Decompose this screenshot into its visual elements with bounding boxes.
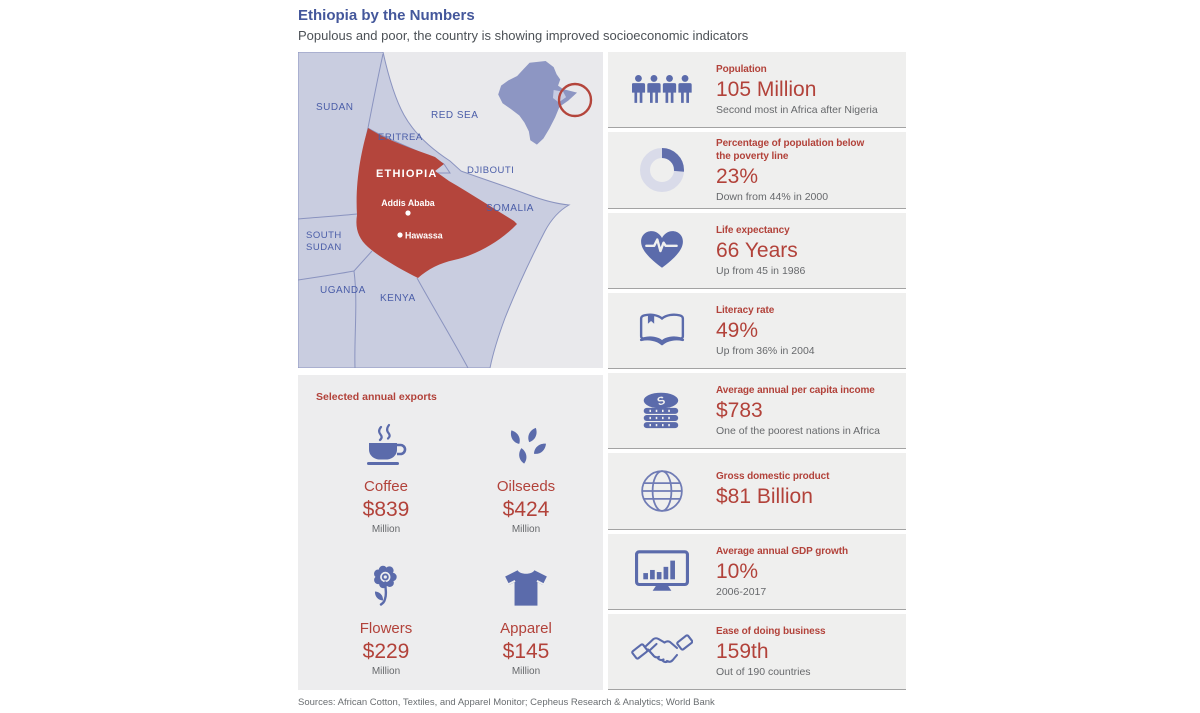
indicator-label: Ease of doing business xyxy=(716,625,826,637)
indicator-card-literacy: Literacy rate 49% Up from 36% in 2004 xyxy=(608,292,906,369)
export-unit: Million xyxy=(511,666,541,677)
label-south-sudan-line1: SOUTH xyxy=(306,230,342,241)
indicator-label: Percentage of population below the pover… xyxy=(716,137,865,162)
svg-text:S: S xyxy=(656,394,667,408)
indicator-note: Up from 36% in 2004 xyxy=(716,344,815,357)
label-ethiopia: ETHIOPIA xyxy=(376,168,438,180)
indicator-label: Life expectancy xyxy=(716,224,790,236)
label-eritrea: ERITREA xyxy=(378,132,423,143)
sources-note: Sources: African Cotton, Textiles, and A… xyxy=(298,697,715,708)
indicator-note: 2006-2017 xyxy=(716,585,767,598)
map-svg: SUDAN RED SEA ERITREA DJIBOUTI SOMALIA S… xyxy=(298,52,593,368)
indicator-card-poverty: Percentage of population below the pover… xyxy=(608,132,906,209)
export-unit: Million xyxy=(511,524,541,535)
exports-panel: Selected annual exports xyxy=(298,375,603,690)
coffee-cup-icon xyxy=(367,423,407,465)
indicator-label: Literacy rate xyxy=(716,304,775,316)
indicator-value: 23% xyxy=(716,164,759,188)
coin-stack-icon: S xyxy=(643,392,679,428)
label-kenya: KENYA xyxy=(380,293,416,304)
indicator-label: Average annual per capita income xyxy=(716,385,875,397)
donut-chart-icon xyxy=(640,147,684,192)
page-title: Ethiopia by the Numbers xyxy=(298,7,475,24)
indicator-note: Up from 45 in 1986 xyxy=(716,264,806,277)
tshirt-icon xyxy=(505,570,547,606)
hawassa-dot xyxy=(397,232,403,238)
africa-inset xyxy=(498,61,593,145)
label-hawassa: Hawassa xyxy=(405,231,443,241)
page-subtitle: Populous and poor, the country is showin… xyxy=(298,28,749,43)
indicator-label: Population xyxy=(716,64,767,76)
export-item-flowers: Flowers $229 Million xyxy=(316,559,456,677)
addis-ababa-dot xyxy=(405,210,411,216)
indicator-value: $783 xyxy=(716,399,763,423)
label-uganda: UGANDA xyxy=(320,285,366,296)
label-addis-ababa: Addis Ababa xyxy=(381,198,435,208)
chart-monitor-icon xyxy=(635,550,689,591)
exports-grid: Coffee $839 Million xyxy=(316,417,603,677)
globe-icon xyxy=(641,470,683,512)
export-unit: Million xyxy=(371,524,401,535)
export-value: $145 xyxy=(502,640,550,663)
export-name: Coffee xyxy=(364,478,408,495)
indicator-card-gdp-growth: Average annual GDP growth 10% 2006-2017 xyxy=(608,533,906,610)
ethiopia-shape xyxy=(356,128,517,278)
open-book-icon xyxy=(639,313,685,346)
flower-icon xyxy=(374,565,397,606)
label-somalia: SOMALIA xyxy=(486,203,534,214)
inset-highlight-circle xyxy=(557,82,593,118)
indicator-card-ease-of-business: Ease of doing business 159th Out of 190 … xyxy=(608,613,906,690)
indicator-card-gdp: Gross domestic product $81 Billion xyxy=(608,453,906,530)
indicator-card-life-expectancy: Life expectancy 66 Years Up from 45 in 1… xyxy=(608,212,906,289)
label-sudan: SUDAN xyxy=(316,102,354,113)
indicator-note: Second most in Africa after Nigeria xyxy=(716,104,878,117)
export-item-coffee: Coffee $839 Million xyxy=(316,417,456,535)
indicators-column: Population 105 Million Second most in Af… xyxy=(608,52,906,690)
indicator-value: $81 Billion xyxy=(716,485,813,509)
label-red-sea: RED SEA xyxy=(431,110,478,121)
indicator-note: Down from 44% in 2000 xyxy=(716,190,829,203)
indicator-label: Gross domestic product xyxy=(716,471,830,483)
indicator-card-population: Population 105 Million Second most in Af… xyxy=(608,52,906,129)
export-item-oilseeds: Oilseeds $424 Million xyxy=(456,417,596,535)
heartbeat-heart-icon xyxy=(641,231,683,268)
export-value: $424 xyxy=(502,498,550,521)
oilseeds-icon xyxy=(510,427,546,464)
indicator-value: 66 Years xyxy=(716,238,798,262)
header: Ethiopia by the Numbers Populous and poo… xyxy=(298,0,906,52)
infographic: Ethiopia by the Numbers Populous and poo… xyxy=(298,0,906,690)
indicator-note: One of the poorest nations in Africa xyxy=(716,425,881,438)
indicator-label: Average annual GDP growth xyxy=(716,545,848,557)
people-icon xyxy=(632,74,692,103)
indicator-value: 10% xyxy=(716,559,759,583)
indicator-note: Out of 190 countries xyxy=(716,665,811,678)
export-name: Apparel xyxy=(500,620,552,637)
handshake-icon xyxy=(631,634,693,664)
indicator-value: 105 Million xyxy=(716,78,817,102)
horn-of-africa-map: SUDAN RED SEA ERITREA DJIBOUTI SOMALIA S… xyxy=(298,52,603,368)
export-value: $839 xyxy=(362,498,410,521)
indicator-value: 49% xyxy=(716,318,759,342)
export-name: Oilseeds xyxy=(496,478,556,495)
exports-heading: Selected annual exports xyxy=(316,391,437,403)
export-name: Flowers xyxy=(359,620,413,637)
label-djibouti: DJIBOUTI xyxy=(467,165,514,176)
export-value: $229 xyxy=(362,640,410,663)
indicator-card-income: S xyxy=(608,373,906,450)
export-item-apparel: Apparel $145 Million xyxy=(456,559,596,677)
indicator-value: 159th xyxy=(716,639,769,663)
export-unit: Million xyxy=(371,666,401,677)
label-south-sudan-line2: SUDAN xyxy=(306,242,342,253)
